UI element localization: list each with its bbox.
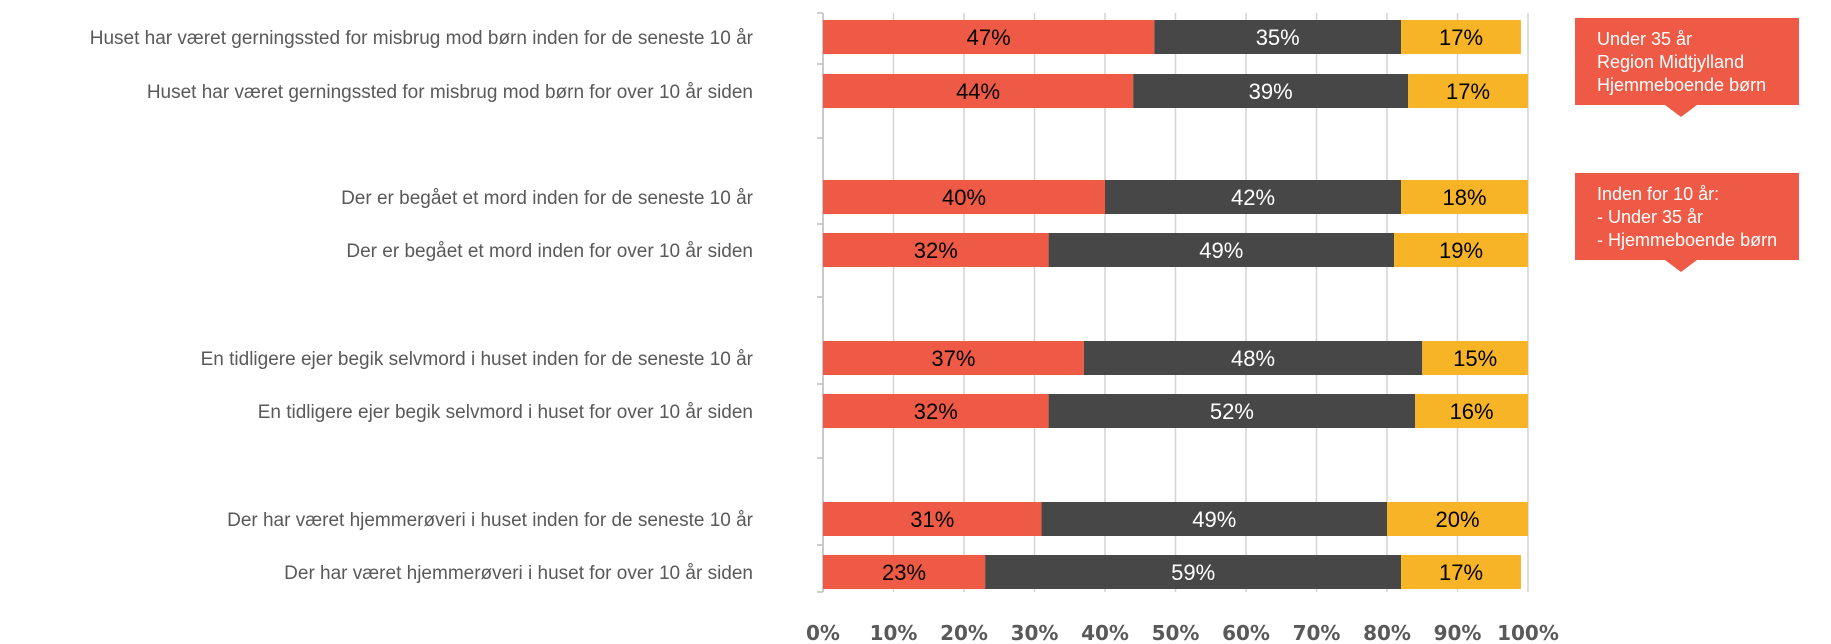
x-tick-label: 80% (1363, 621, 1411, 644)
bar-segment (1394, 233, 1528, 267)
data-label: 32% (914, 238, 958, 263)
bar-segment (1048, 394, 1416, 428)
bar-segment (1387, 502, 1528, 536)
data-label: 31% (910, 507, 954, 532)
x-tick-label: 40% (1081, 621, 1129, 644)
data-label: 47% (967, 25, 1011, 50)
data-label: 42% (1231, 185, 1275, 210)
data-label: 17% (1439, 25, 1483, 50)
data-label: 23% (882, 560, 926, 585)
bar-segment (1041, 502, 1387, 536)
bar-segment (1154, 20, 1402, 54)
bar-segment (1401, 180, 1528, 214)
bar-segment (985, 555, 1402, 589)
data-label: 49% (1192, 507, 1236, 532)
bar-segment (823, 20, 1155, 54)
bar-segment (1048, 233, 1395, 267)
data-label: 17% (1439, 560, 1483, 585)
x-tick-label: 100% (1497, 621, 1559, 644)
bar-segment (823, 502, 1042, 536)
bar-segment (1133, 74, 1409, 108)
category-label: Der er begået et mord inden for de senes… (341, 188, 754, 209)
x-tick-label: 90% (1434, 621, 1482, 644)
data-label: 16% (1450, 399, 1494, 424)
bar-segment (823, 341, 1084, 375)
bar-segment (1105, 180, 1402, 214)
bar-segment (1415, 394, 1528, 428)
data-label: 39% (1249, 79, 1293, 104)
bar-segment (823, 74, 1134, 108)
category-label: Der har været hjemmerøveri i huset for o… (284, 563, 753, 584)
bar-segment (1408, 74, 1528, 108)
category-label: Huset har været gerningssted for misbrug… (147, 82, 753, 103)
data-label: 48% (1231, 346, 1275, 371)
x-tick-label: 20% (940, 621, 988, 644)
data-label: 19% (1439, 238, 1483, 263)
callout-2-box: Inden for 10 år: - Under 35 år - Hjemmeb… (1575, 173, 1799, 260)
x-tick-label: 0% (806, 621, 840, 644)
category-label: Der er begået et mord inden for over 10 … (346, 241, 753, 262)
callout-1-box: Under 35 år Region Midtjylland Hjemmeboe… (1575, 18, 1799, 105)
category-label: Huset har været gerningssted for misbrug… (90, 28, 754, 49)
data-label: 18% (1443, 185, 1487, 210)
data-label: 20% (1435, 507, 1479, 532)
callout-2-line-1: Inden for 10 år: (1597, 184, 1720, 204)
x-tick-label: 50% (1152, 621, 1200, 644)
callout-1-line-3: Hjemmeboende børn (1597, 75, 1767, 95)
callout-1-line-2: Region Midtjylland (1597, 52, 1745, 72)
bar-segment (823, 233, 1049, 267)
callout-2-pointer (1665, 260, 1697, 272)
data-label: 52% (1210, 399, 1254, 424)
callout-1-pointer (1665, 105, 1697, 117)
data-label: 32% (914, 399, 958, 424)
x-tick-label: 70% (1293, 621, 1341, 644)
data-label: 37% (931, 346, 975, 371)
data-label: 35% (1256, 25, 1300, 50)
data-label: 17% (1446, 79, 1490, 104)
bar-segment (823, 180, 1105, 214)
callout-2: Inden for 10 år: - Under 35 år - Hjemmeb… (1575, 173, 1799, 272)
bar-segment (1083, 341, 1423, 375)
bar-segment (823, 394, 1049, 428)
bar-segment (823, 555, 986, 589)
category-label: En tidligere ejer begik selvmord i huset… (201, 349, 754, 370)
x-tick-label: 30% (1011, 621, 1059, 644)
data-label: 44% (956, 79, 1000, 104)
bar-segment (1401, 20, 1521, 54)
x-tick-label: 60% (1222, 621, 1270, 644)
bar-segment (1401, 555, 1521, 589)
data-label: 59% (1171, 560, 1215, 585)
callout-1-line-1: Under 35 år (1597, 29, 1693, 49)
category-label: Der har været hjemmerøveri i huset inden… (227, 510, 754, 531)
data-label: 15% (1453, 346, 1497, 371)
bar-segment (1422, 341, 1528, 375)
data-label: 40% (942, 185, 986, 210)
x-tick-label: 10% (870, 621, 918, 644)
category-label: En tidligere ejer begik selvmord i huset… (258, 402, 753, 423)
data-label: 49% (1199, 238, 1243, 263)
callout-1: Under 35 år Region Midtjylland Hjemmeboe… (1575, 18, 1799, 117)
callout-2-line-2: - Under 35 år (1597, 207, 1704, 227)
callout-2-line-3: - Hjemmeboende børn (1597, 230, 1778, 250)
